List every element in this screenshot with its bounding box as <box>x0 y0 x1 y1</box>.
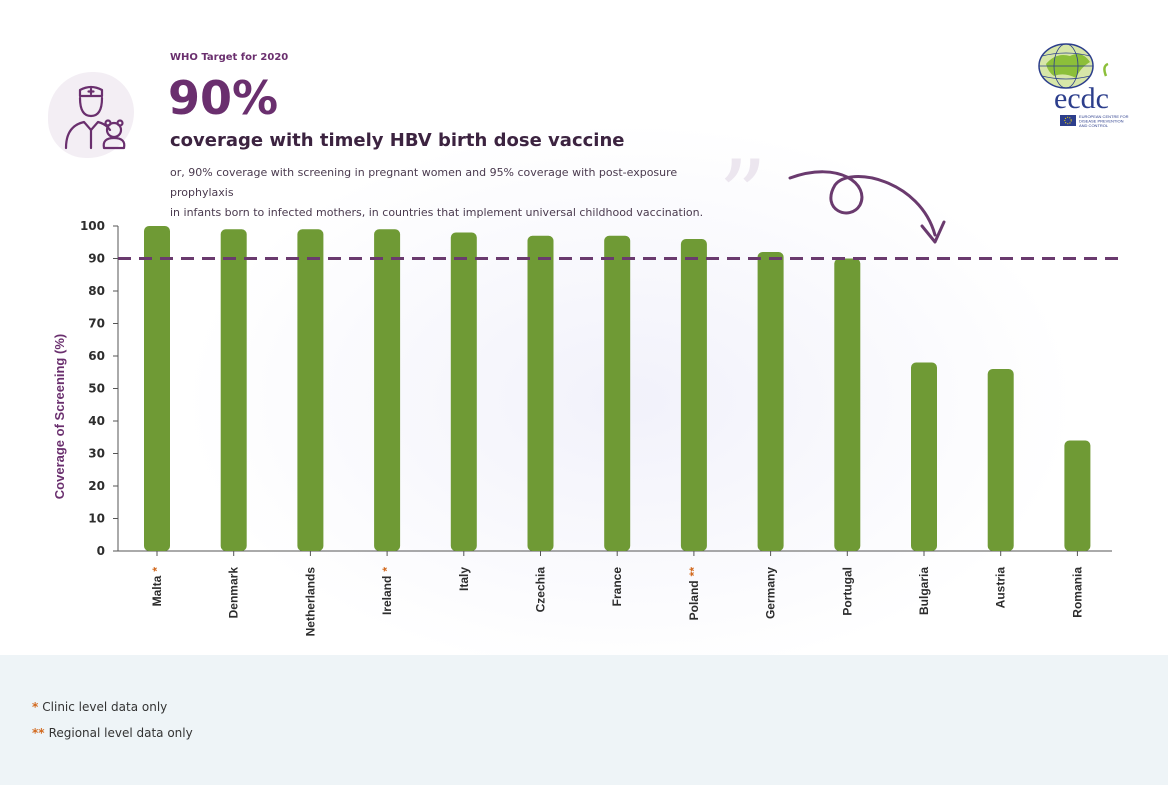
bar-germany <box>757 252 784 551</box>
bar-ireland <box>374 229 401 551</box>
target-description: or, 90% coverage with screening in pregn… <box>170 163 730 223</box>
x-tick-label: Austria <box>994 567 1008 609</box>
legend-item: ** Regional level data only <box>32 726 193 740</box>
target-description-line-1: or, 90% coverage with screening in pregn… <box>170 166 678 199</box>
x-tick-label-name: Germany <box>764 567 778 619</box>
x-tick-label-marker: * <box>380 567 394 572</box>
x-tick-label: Portugal <box>840 567 854 616</box>
legend-marker: ** <box>32 726 45 740</box>
legend-text: Regional level data only <box>48 726 193 740</box>
x-tick-label-name: Bulgaria <box>917 567 931 615</box>
x-tick-label: Malta * <box>150 567 164 607</box>
y-tick-label: 70 <box>88 317 105 331</box>
x-tick-label-name: Denmark <box>227 567 241 619</box>
ecdc-caption-line-2: DISEASE PREVENTION <box>1079 119 1124 124</box>
doctor-with-teddy-icon <box>64 85 126 150</box>
x-tick-label-name: Italy <box>457 567 471 591</box>
y-axis-label: Coverage of Screening (%) <box>52 334 67 499</box>
target-description-line-2: in infants born to infected mothers, in … <box>170 206 704 219</box>
ecdc-caption-line-3: AND CONTROL <box>1079 123 1109 128</box>
y-tick-label: 40 <box>88 414 105 428</box>
x-tick-label-name: Austria <box>994 567 1008 609</box>
y-tick-label: 50 <box>88 382 105 396</box>
ecdc-caption-line-1: EUROPEAN CENTRE FOR <box>1079 114 1129 119</box>
curved-arrow-icon <box>788 170 937 237</box>
bar-denmark <box>220 229 247 551</box>
x-tick-label: Poland ** <box>687 567 701 621</box>
x-tick-label: Germany <box>764 567 778 619</box>
target-percentage: 90% <box>168 71 279 125</box>
x-tick-label-name: Poland <box>687 580 701 620</box>
x-tick-label-name: Romania <box>1070 567 1084 618</box>
x-tick-label-name: France <box>610 567 624 607</box>
x-tick-label: Denmark <box>227 567 241 619</box>
ecdc-logo: ecdc EUROPEAN CENTRE FOR DISEASE PREVENT… <box>1038 43 1129 128</box>
x-tick-label-name: Ireland <box>380 576 394 615</box>
y-tick-label: 0 <box>97 544 105 558</box>
bar-bulgaria <box>911 362 937 551</box>
ecdc-logo-text: ecdc <box>1054 82 1109 115</box>
legend-marker: * <box>32 700 39 714</box>
x-tick-label-marker: ** <box>687 567 701 577</box>
x-tick-label-name: Czechia <box>534 567 548 613</box>
chart-headline: coverage with timely HBV birth dose vacc… <box>170 130 625 151</box>
bar-austria <box>987 369 1014 551</box>
y-tick-label: 20 <box>88 479 105 493</box>
bar-netherlands <box>297 229 324 551</box>
bar-czechia <box>527 235 554 551</box>
y-tick-label: 60 <box>88 349 105 363</box>
x-tick-label: Bulgaria <box>917 567 931 615</box>
x-tick-label: Ireland * <box>380 567 394 615</box>
y-tick-label: 10 <box>88 512 105 526</box>
x-tick-label-marker: * <box>150 567 164 572</box>
legend-text: Clinic level data only <box>42 700 168 714</box>
y-tick-label: 90 <box>88 252 105 266</box>
x-tick-label-name: Malta <box>150 575 164 606</box>
x-tick-label: Italy <box>457 567 471 591</box>
bar-romania <box>1064 440 1091 551</box>
quote-mark-icon: ” <box>718 140 768 252</box>
x-tick-label: Netherlands <box>303 567 317 637</box>
eu-flag-icon <box>1060 115 1076 126</box>
y-tick-label: 100 <box>80 219 105 233</box>
y-tick-label: 30 <box>88 447 105 461</box>
legend-item: * Clinic level data only <box>32 700 167 714</box>
bar-poland <box>680 239 707 551</box>
bar-portugal <box>834 258 861 551</box>
who-target-label: WHO Target for 2020 <box>170 52 289 63</box>
y-tick-label: 80 <box>88 284 105 298</box>
arrow-head-icon <box>920 220 946 244</box>
x-tick-label: Romania <box>1070 567 1084 618</box>
x-tick-label: Czechia <box>534 567 548 613</box>
bar-france <box>604 235 631 551</box>
x-tick-label-name: Netherlands <box>303 567 317 637</box>
bar-italy <box>450 232 477 551</box>
x-tick-label: France <box>610 567 624 607</box>
bar-malta <box>144 226 170 551</box>
x-tick-label-name: Portugal <box>840 567 854 616</box>
